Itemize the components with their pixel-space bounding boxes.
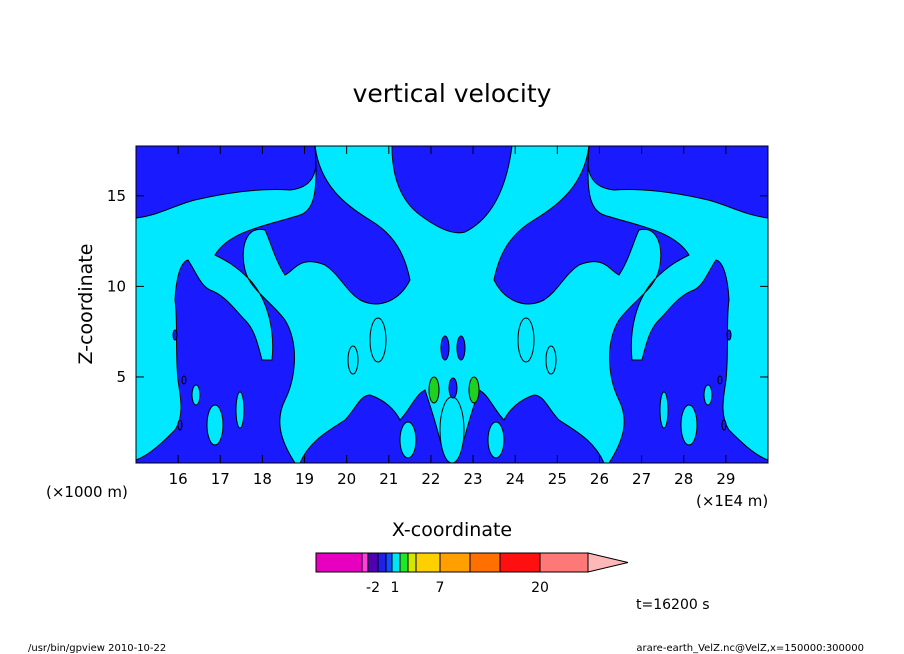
colorbar-segment bbox=[361, 552, 369, 573]
chart-title: vertical velocity bbox=[353, 79, 552, 108]
colorbar-label: -2 bbox=[366, 580, 380, 596]
colorbar-segment bbox=[539, 552, 589, 573]
colorbar-segment bbox=[315, 552, 363, 573]
colorbar: -2 1 7 20 bbox=[315, 552, 629, 596]
x-unit-left: (×1000 m) bbox=[46, 483, 128, 501]
colorbar-label: 1 bbox=[391, 580, 400, 596]
time-label: t=16200 s bbox=[636, 597, 710, 613]
updraft-cell bbox=[487, 421, 505, 459]
updraft-cell bbox=[399, 421, 417, 459]
y-axis-label: Z-coordinate bbox=[75, 244, 97, 365]
downdraft-cell bbox=[456, 335, 466, 361]
colorbar-arrow bbox=[587, 552, 629, 573]
x-tick-label: 17 bbox=[211, 470, 230, 488]
top-downdraft-region bbox=[136, 146, 317, 219]
x-tick-label: 25 bbox=[548, 470, 567, 488]
colorbar-segment bbox=[499, 552, 541, 573]
downdraft-cell bbox=[726, 329, 732, 341]
colorbar-label: 20 bbox=[531, 580, 549, 596]
updraft-cell bbox=[703, 384, 713, 406]
top-downdraft-region-right bbox=[587, 146, 768, 219]
colorbar-segment bbox=[415, 552, 441, 573]
downdraft-cell bbox=[181, 375, 187, 385]
colorbar-label: 7 bbox=[436, 580, 445, 596]
strong-updraft-cell bbox=[468, 376, 480, 404]
updraft-cell bbox=[545, 345, 557, 375]
x-tick-label: 19 bbox=[295, 470, 314, 488]
updraft-cell bbox=[347, 345, 359, 375]
updraft-cell bbox=[206, 404, 224, 446]
updraft-cell bbox=[235, 391, 245, 429]
x-axis-label: X-coordinate bbox=[392, 519, 512, 541]
x-tick-label: 18 bbox=[253, 470, 272, 488]
downdraft-cell bbox=[172, 329, 178, 341]
left-downdraft-region bbox=[136, 146, 411, 463]
x-tick-label: 21 bbox=[379, 470, 398, 488]
updraft-cell bbox=[517, 317, 535, 363]
x-tick-label: 29 bbox=[716, 470, 735, 488]
x-tick-label: 23 bbox=[464, 470, 483, 488]
colorbar-segment bbox=[385, 552, 393, 573]
x-tick-label: 24 bbox=[506, 470, 525, 488]
y-tick-label: 10 bbox=[107, 277, 126, 295]
y-tick-label: 15 bbox=[107, 187, 126, 205]
strong-updraft-cell bbox=[428, 376, 440, 404]
updraft-cell bbox=[659, 391, 669, 429]
x-tick-label: 22 bbox=[421, 470, 440, 488]
y-axis: 5 10 15 bbox=[107, 187, 768, 386]
x-axis: 16 17 18 19 20 21 22 23 24 25 26 27 28 29 bbox=[169, 146, 735, 488]
x-unit-right: (×1E4 m) bbox=[696, 492, 768, 510]
downdraft-cell bbox=[721, 419, 727, 431]
footer-right: arare-earth_VelZ.nc@VelZ,x=150000:300000 bbox=[636, 643, 864, 654]
downdraft-cell bbox=[440, 335, 450, 361]
contour-field bbox=[136, 146, 768, 463]
colorbar-segment bbox=[439, 552, 471, 573]
colorbar-segment bbox=[399, 552, 409, 573]
right-downdraft-region bbox=[493, 146, 768, 463]
downdraft-cell bbox=[448, 377, 458, 399]
colorbar-segment bbox=[367, 552, 379, 573]
colorbar-segment bbox=[407, 552, 417, 573]
y-tick-label: 5 bbox=[116, 368, 126, 386]
x-tick-label: 16 bbox=[169, 470, 188, 488]
x-tick-label: 28 bbox=[674, 470, 693, 488]
updraft-cell bbox=[680, 404, 698, 446]
downdraft-cell bbox=[717, 375, 723, 385]
colorbar-segment bbox=[377, 552, 387, 573]
x-tick-label: 20 bbox=[337, 470, 356, 488]
downdraft-cell bbox=[177, 419, 183, 431]
plot-frame bbox=[135, 145, 769, 464]
footer-left: /usr/bin/gpview 2010-10-22 bbox=[28, 643, 166, 654]
updraft-cell bbox=[439, 396, 465, 463]
x-tick-label: 27 bbox=[632, 470, 651, 488]
top-downdraft-region-center bbox=[391, 146, 513, 234]
updraft-cell bbox=[369, 317, 387, 363]
x-tick-label: 26 bbox=[590, 470, 609, 488]
colorbar-segment bbox=[469, 552, 501, 573]
updraft-cell bbox=[191, 384, 201, 406]
colorbar-segment bbox=[391, 552, 401, 573]
